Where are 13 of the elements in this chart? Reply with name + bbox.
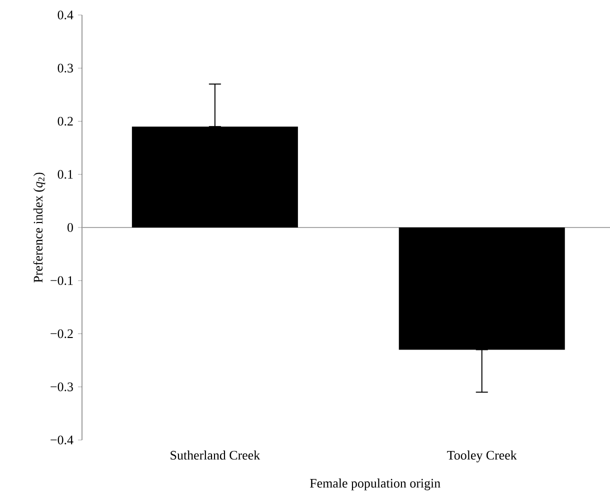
y-tick-label: 0.2	[58, 116, 73, 126]
y-tick-label: −0.2	[50, 329, 73, 338]
y-tick-label: −0.3	[50, 382, 73, 392]
y-tick-label: 0.1	[58, 170, 73, 179]
y-tick-label: 0.4	[58, 10, 74, 20]
x-tick-label: Tooley Creek	[447, 450, 517, 462]
x-axis-title: Female population origin	[310, 478, 440, 490]
x-tick-label: Sutherland Creek	[170, 450, 260, 460]
y-tick-label: −0.1	[50, 276, 73, 286]
y-tick-label: −0.4	[50, 436, 74, 444]
y-axis-title: Preference index (q$_{2}$)	[33, 172, 46, 282]
y-tick-label: 0	[68, 223, 73, 232]
y-tick-label: 0.3	[58, 64, 73, 73]
